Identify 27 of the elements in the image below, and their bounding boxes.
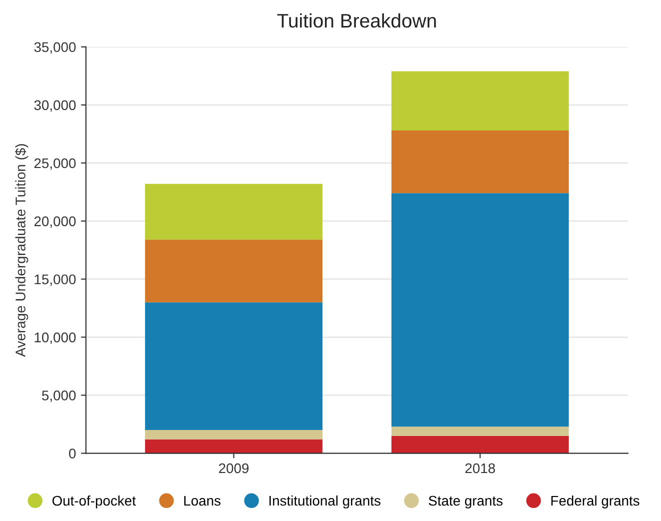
y-axis-title: Average Undergraduate Tuition ($) <box>15 144 28 357</box>
legend-label: Loans <box>184 496 220 506</box>
y-tick-label: 15,000 <box>34 274 76 286</box>
y-tick-label: 10,000 <box>34 332 76 344</box>
legend-label: State grants <box>428 496 503 508</box>
bar <box>391 71 569 130</box>
bar <box>391 130 569 194</box>
legend-label: Institutional grants <box>269 495 380 508</box>
legend-label: Federal grants <box>551 495 640 508</box>
y-tick-label: 30,000 <box>34 100 76 112</box>
y-tick-label: 5,000 <box>42 390 76 402</box>
y-tick-label: 35,000 <box>34 42 76 54</box>
x-tick-label: 2018 <box>465 463 495 474</box>
y-tick-label: 25,000 <box>34 158 76 170</box>
bar <box>391 193 569 427</box>
bar <box>145 184 322 240</box>
chart-title: Tuition Breakdown <box>277 13 436 28</box>
y-tick-label: 20,000 <box>34 216 76 228</box>
bar <box>391 426 569 436</box>
y-tick-label: 0 <box>69 448 76 458</box>
bar <box>145 302 322 430</box>
bar <box>391 436 569 454</box>
legend-label: Out-of-pocket <box>52 495 136 508</box>
bar <box>145 240 322 302</box>
bar <box>145 439 322 454</box>
x-tick-label: 2009 <box>219 463 249 474</box>
bar <box>145 430 322 440</box>
